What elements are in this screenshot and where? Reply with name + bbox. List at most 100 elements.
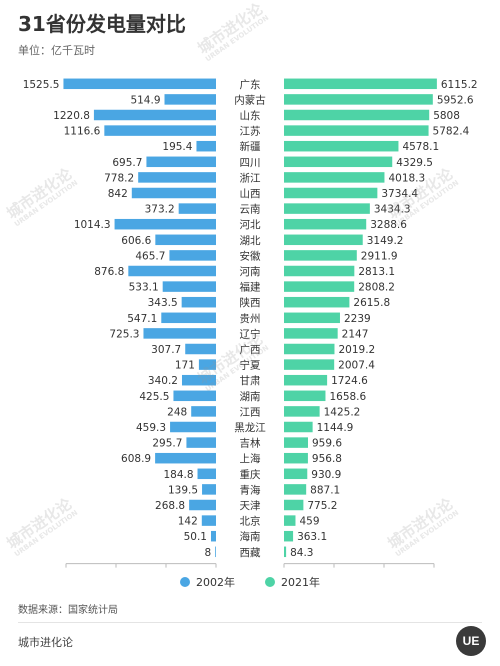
data-label-2021: 775.2 <box>307 500 337 512</box>
bar-2002 <box>210 530 216 542</box>
bar-2021 <box>284 187 378 199</box>
data-label-2021: 2615.8 <box>353 297 390 309</box>
bar-2002 <box>202 484 216 495</box>
data-label-2002: 295.7 <box>152 438 182 450</box>
data-label-2021: 1144.9 <box>317 422 354 434</box>
data-label-2002: 842 <box>108 188 128 200</box>
bar-2021 <box>284 109 430 121</box>
category-label: 江苏 <box>240 125 261 138</box>
data-label-2021: 6115.2 <box>441 79 478 91</box>
legend-item-2021[interactable]: 2021年 <box>265 574 320 590</box>
data-label-2021: 4018.3 <box>388 172 425 184</box>
bar-2002 <box>162 281 216 292</box>
category-label: 四川 <box>240 157 261 169</box>
data-label-2002: 1116.6 <box>64 126 101 138</box>
category-label: 河北 <box>240 219 261 231</box>
category-label: 陕西 <box>240 296 261 309</box>
category-label: 辽宁 <box>240 327 261 340</box>
bar-2021 <box>284 140 399 152</box>
category-label: 安徽 <box>240 249 261 262</box>
bar-2021 <box>284 406 320 417</box>
bar-2021 <box>284 546 287 558</box>
brand-name: 城市进化论 <box>18 636 73 649</box>
category-label: 天津 <box>240 500 261 512</box>
category-label: 新疆 <box>240 140 261 153</box>
bar-2002 <box>191 406 216 417</box>
data-label-2002: 268.8 <box>155 500 185 512</box>
bar-2021 <box>284 265 355 277</box>
data-label-2002: 307.7 <box>151 344 181 356</box>
bar-2021 <box>284 218 367 230</box>
data-label-2002: 459.3 <box>136 422 166 434</box>
brand-logo: UE <box>456 626 486 656</box>
bar-2021 <box>284 484 307 495</box>
bar-2021 <box>284 296 350 308</box>
bar-2002 <box>63 78 217 90</box>
bar-2021 <box>284 125 429 136</box>
data-label-2021: 2007.4 <box>338 360 375 372</box>
category-label: 吉林 <box>240 437 261 450</box>
bar-2002 <box>173 390 216 402</box>
data-label-2002: 8 <box>205 547 212 559</box>
bar-2002 <box>201 515 216 526</box>
bar-2002 <box>143 328 216 339</box>
bar-2021 <box>284 281 355 292</box>
bar-2021 <box>284 328 338 339</box>
category-label: 云南 <box>240 203 261 216</box>
bar-2021 <box>284 312 340 324</box>
data-label-2021: 887.1 <box>310 484 340 496</box>
category-label: 湖北 <box>240 235 261 247</box>
bar-2021 <box>284 468 308 480</box>
bar-2021 <box>284 499 304 511</box>
data-label-2002: 184.8 <box>163 469 193 481</box>
data-label-2021: 930.9 <box>311 469 341 481</box>
data-label-2002: 171 <box>175 360 195 372</box>
data-label-2021: 1425.2 <box>324 406 361 418</box>
category-label: 贵州 <box>240 312 261 325</box>
data-label-2021: 2239 <box>344 313 371 325</box>
category-label: 内蒙古 <box>234 93 266 106</box>
data-label-2002: 50.1 <box>184 531 207 543</box>
bar-2002 <box>196 140 216 152</box>
bar-2002 <box>93 109 216 121</box>
data-label-2021: 3149.2 <box>367 235 404 247</box>
data-label-2021: 3434.3 <box>374 204 411 216</box>
category-label: 黑龙江 <box>234 421 266 434</box>
category-label: 福建 <box>240 281 261 294</box>
bar-2021 <box>284 359 335 370</box>
category-label: 青海 <box>240 483 261 496</box>
bar-2002 <box>215 546 216 558</box>
data-label-2002: 1014.3 <box>74 219 111 231</box>
category-label: 海南 <box>240 530 261 543</box>
category-label: 宁夏 <box>240 359 261 372</box>
data-label-2002: 343.5 <box>148 297 178 309</box>
legend: 2002年 2021年 <box>0 574 500 590</box>
data-label-2021: 363.1 <box>297 531 327 543</box>
legend-dot-2002 <box>180 577 190 587</box>
bar-2002 <box>146 156 216 168</box>
data-label-2002: 465.7 <box>135 250 165 262</box>
data-label-2021: 3734.4 <box>381 188 418 200</box>
bar-2002 <box>189 499 216 511</box>
data-label-2021: 84.3 <box>290 547 313 559</box>
category-label: 湖南 <box>240 390 261 403</box>
category-label: 山西 <box>240 188 261 200</box>
bar-2021 <box>284 452 308 464</box>
category-label: 广西 <box>240 344 261 356</box>
data-label-2002: 340.2 <box>148 375 178 387</box>
data-label-2021: 4329.5 <box>396 157 433 169</box>
legend-item-2002[interactable]: 2002年 <box>180 574 235 590</box>
bar-2002 <box>198 359 216 370</box>
data-label-2021: 5808 <box>433 110 460 122</box>
data-label-2002: 695.7 <box>112 157 142 169</box>
data-label-2002: 547.1 <box>127 313 157 325</box>
category-label: 西藏 <box>240 547 261 559</box>
bar-2002 <box>164 94 216 105</box>
data-label-2002: 248 <box>167 406 187 418</box>
bar-2021 <box>284 421 313 433</box>
bar-2002 <box>170 421 216 433</box>
data-label-2002: 139.5 <box>168 484 198 496</box>
legend-label-2021: 2021年 <box>281 576 320 589</box>
bar-2021 <box>284 250 357 261</box>
unit-label: 单位：亿千瓦时 <box>18 44 95 57</box>
